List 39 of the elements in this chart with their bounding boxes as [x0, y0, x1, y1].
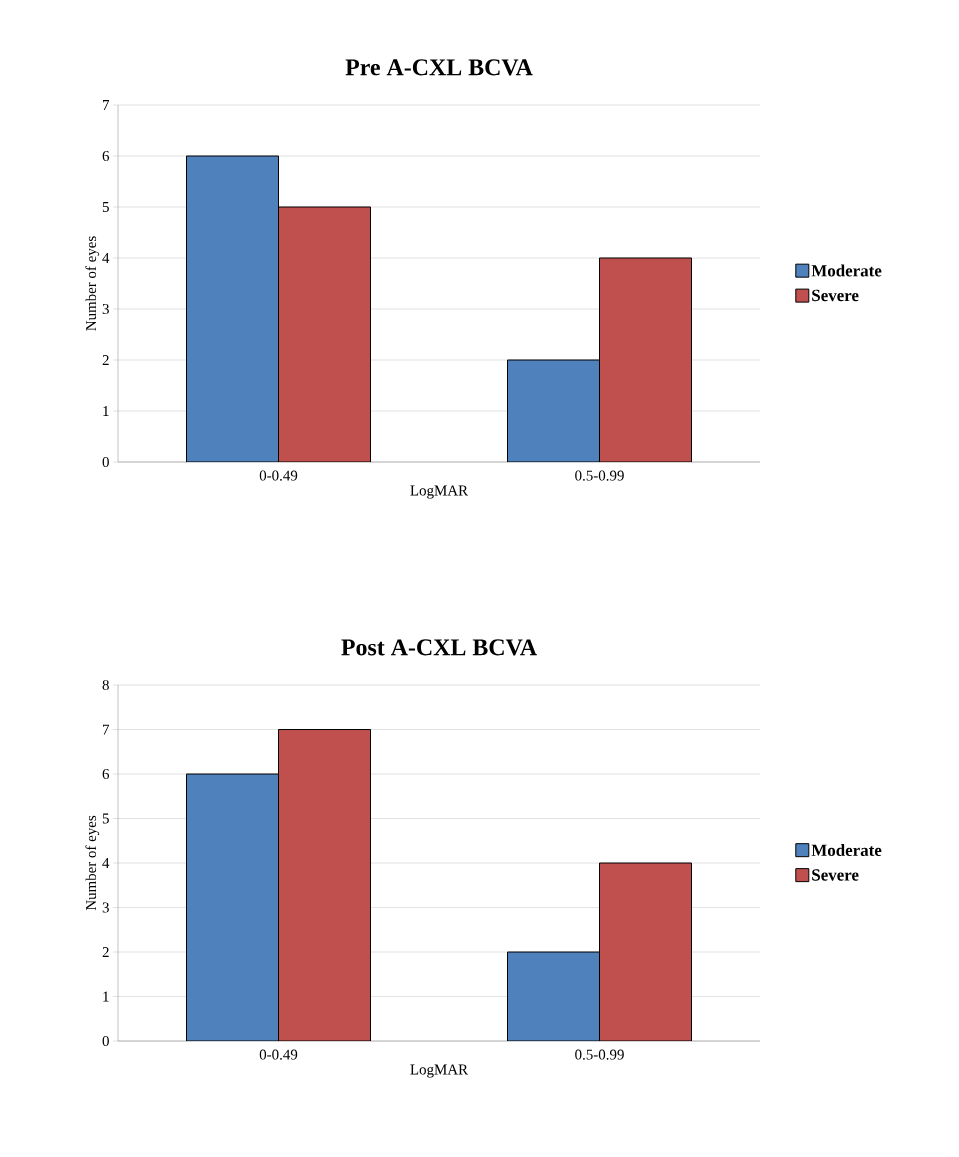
- x-tick-label: 0-0.49: [259, 1049, 298, 1060]
- legend-label: Severe: [812, 869, 859, 881]
- y-tick-label: 7: [102, 100, 110, 110]
- y-axis-title: Number of eyes: [85, 236, 100, 331]
- y-tick-label: 5: [102, 202, 109, 212]
- bar: [278, 206, 371, 463]
- bar: [507, 951, 601, 1042]
- x-axis-title: LogMAR: [410, 1064, 469, 1078]
- chart-title: Post A-CXL BCVA: [341, 639, 537, 656]
- y-tick-label: 0: [102, 1035, 109, 1047]
- y-tick-label: 6: [102, 769, 110, 780]
- bar: [278, 729, 371, 1042]
- y-tick-label: 1: [103, 991, 109, 1002]
- bar: [186, 155, 279, 463]
- y-tick-label: 4: [102, 253, 110, 263]
- y-tick-label: 1: [103, 406, 109, 416]
- bar: [599, 862, 693, 1042]
- y-tick-label: 2: [102, 947, 109, 957]
- legend-label: Moderate: [811, 844, 882, 856]
- y-tick-label: 5: [102, 813, 109, 824]
- chart-title: Pre A-CXL BCVA: [345, 59, 533, 76]
- y-tick-label: 6: [102, 150, 110, 162]
- legend-label: Moderate: [811, 264, 882, 277]
- bar: [507, 359, 601, 463]
- x-tick-label: 0.5-0.99: [575, 470, 624, 481]
- legend-label: Severe: [812, 289, 859, 302]
- bar: [186, 773, 279, 1042]
- y-tick-label: 8: [102, 679, 109, 691]
- y-tick-label: 3: [102, 902, 109, 913]
- y-tick-label: 2: [102, 355, 109, 365]
- y-tick-label: 3: [102, 303, 109, 315]
- y-axis-title: Number of eyes: [85, 815, 100, 911]
- y-tick-label: 4: [102, 858, 110, 868]
- y-tick-label: 7: [102, 724, 110, 735]
- bar: [599, 257, 693, 463]
- y-tick-label: 0: [102, 456, 109, 468]
- x-axis-title: LogMAR: [410, 485, 469, 499]
- x-tick-label: 0.5-0.99: [575, 1049, 624, 1060]
- x-tick-label: 0-0.49: [259, 470, 298, 481]
